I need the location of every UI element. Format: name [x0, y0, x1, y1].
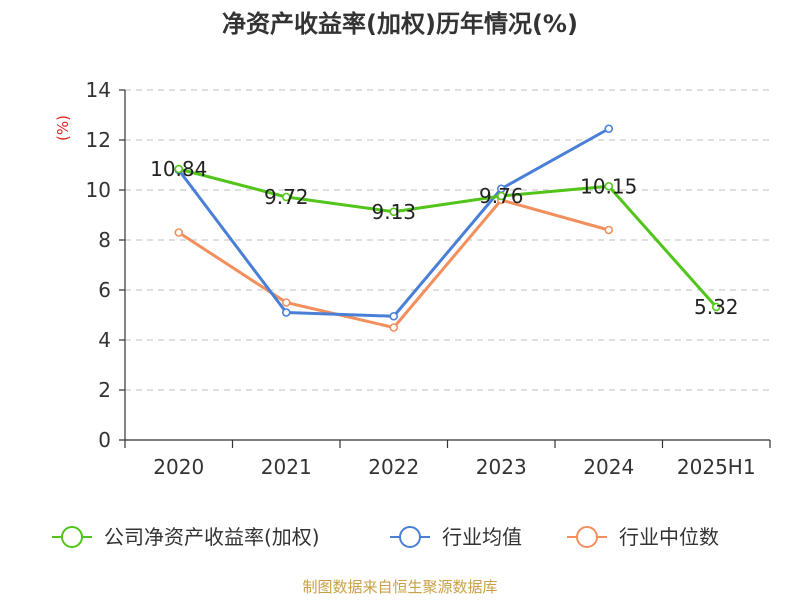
- legend-marker: [61, 526, 83, 548]
- series-line: [178, 167, 718, 308]
- data-point: [389, 207, 399, 217]
- y-tick-label: 14: [86, 78, 111, 102]
- data-point: [604, 225, 614, 235]
- x-tick-label: 2023: [476, 455, 527, 479]
- data-point: [174, 228, 184, 237]
- data-point: [604, 181, 614, 191]
- legend-label: 行业中位数: [619, 525, 719, 549]
- data-point: [281, 192, 291, 202]
- series-layer: [174, 124, 721, 332]
- data-point: [281, 298, 291, 307]
- legend[interactable]: 公司净资产收益率(加权) 行业均值 行业中位数: [52, 525, 719, 549]
- source-note: 制图数据来自恒生聚源数据库: [302, 578, 497, 596]
- x-tick-label: 2025H1: [677, 455, 756, 479]
- data-label: 10.15: [580, 174, 637, 198]
- data-point: [604, 124, 614, 134]
- data-point: [389, 323, 399, 332]
- legend-label: 公司净资产收益率(加权): [104, 525, 320, 549]
- y-tick-label: 6: [98, 278, 111, 302]
- x-tick-label: 2022: [368, 455, 419, 479]
- data-label: 9.13: [371, 200, 416, 224]
- legend-item[interactable]: 行业中位数: [567, 525, 719, 549]
- x-tick-label: 2024: [583, 455, 634, 479]
- chart-title: 净资产收益率(加权)历年情况(%): [222, 10, 578, 38]
- y-tick-label: 0: [98, 428, 111, 452]
- legend-marker: [576, 526, 598, 548]
- legend-label: 行业均值: [442, 525, 522, 549]
- y-tick-label: 2: [98, 378, 111, 402]
- series-0: [174, 164, 721, 312]
- data-point: [711, 302, 721, 312]
- legend-item[interactable]: 公司净资产收益率(加权): [52, 525, 320, 549]
- y-tick-label: 8: [98, 228, 111, 252]
- y-tick-label: 4: [98, 328, 111, 352]
- y-tick-label: 12: [86, 128, 111, 152]
- data-label: 5.32: [694, 295, 739, 319]
- y-axis-label: (%): [54, 115, 72, 141]
- data-label: 9.76: [479, 184, 524, 208]
- data-point: [496, 191, 506, 201]
- legend-item[interactable]: 行业均值: [390, 525, 522, 549]
- y-tick-label: 10: [86, 178, 111, 202]
- data-label: 10.84: [150, 157, 207, 181]
- legend-marker: [399, 526, 421, 548]
- data-point: [389, 311, 399, 321]
- grid: [125, 89, 770, 391]
- data-point: [174, 164, 184, 174]
- data-labels: 10.84 9.72 9.13 9.76 10.15 5.32: [150, 157, 738, 319]
- axes: 0 2 4 6 8 10 12 14 2020 2021 2022 2023 2024 2025H1: [86, 78, 771, 479]
- data-point: [281, 308, 291, 317]
- x-tick-label: 2020: [153, 455, 204, 479]
- x-tick-label: 2021: [261, 455, 312, 479]
- data-label: 9.72: [264, 185, 309, 209]
